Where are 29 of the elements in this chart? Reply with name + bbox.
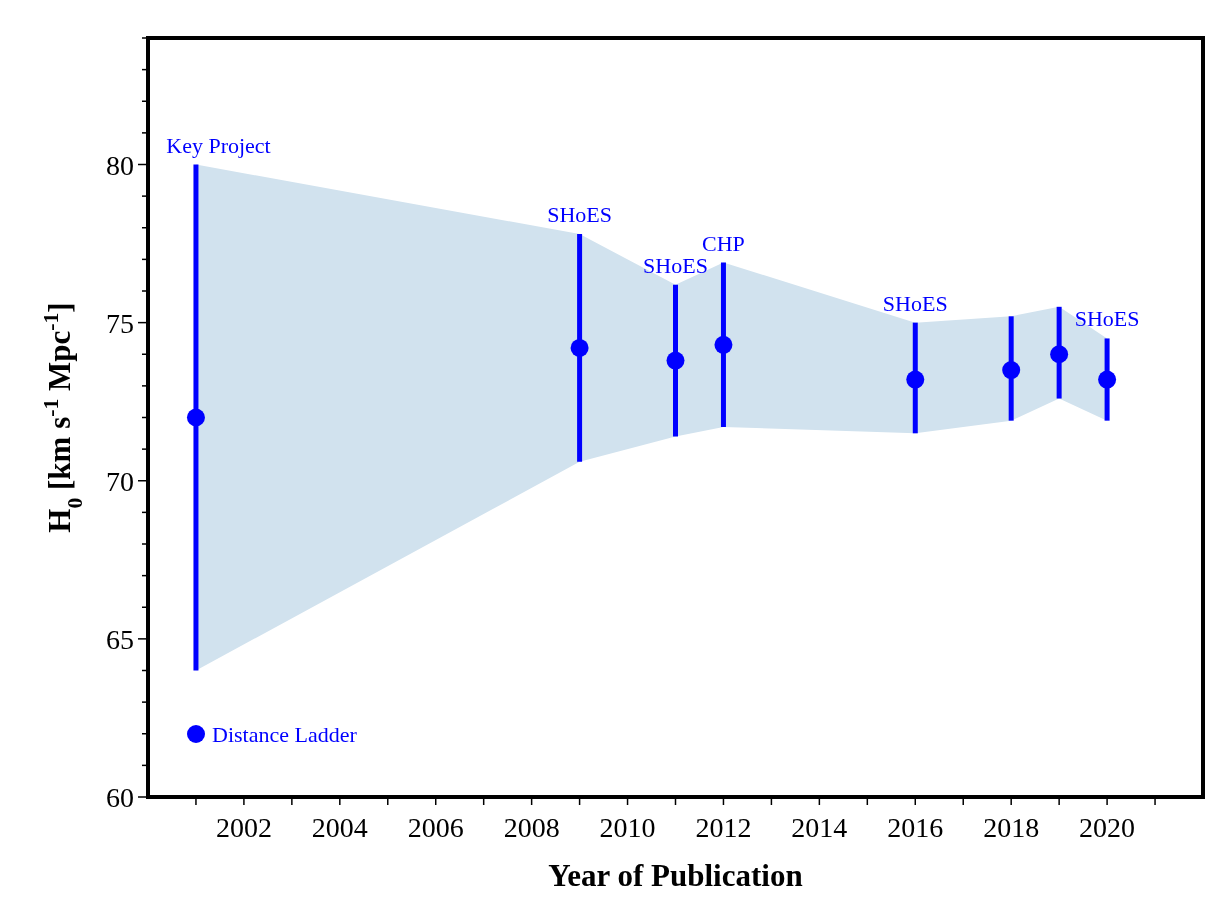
x-tick-label: 2012 <box>695 812 752 843</box>
legend-label: Distance Ladder <box>212 722 358 747</box>
x-tick-label: 2002 <box>215 812 272 843</box>
annotation: Key Project <box>166 132 271 158</box>
point <box>570 338 589 357</box>
point <box>666 351 685 370</box>
point <box>186 408 205 427</box>
x-axis-title: Year of Publication <box>548 858 803 893</box>
x-tick-label: 2014 <box>791 812 848 843</box>
point <box>1098 370 1117 389</box>
point <box>1002 361 1021 380</box>
annotation: SHoES <box>1074 306 1140 332</box>
point <box>906 370 925 389</box>
x-tick-label: 2018 <box>983 812 1040 843</box>
x-tick-label: 2004 <box>311 812 368 843</box>
x-tick-label: 2016 <box>887 812 944 843</box>
y-tick-label: 80 <box>106 149 134 181</box>
y-tick-label: 65 <box>106 623 134 655</box>
annotation: SHoES <box>547 202 612 228</box>
x-tick-label: 2008 <box>503 812 560 843</box>
x-tick-label: 2020 <box>1079 812 1136 843</box>
y-tick-label: 75 <box>106 307 134 339</box>
x-tick-label: 2006 <box>407 812 464 843</box>
y-tick-label: 60 <box>106 782 134 813</box>
point <box>1050 345 1069 364</box>
x-tick-label: 2010 <box>599 812 656 843</box>
point <box>714 335 733 354</box>
annotation: SHoES <box>882 290 948 316</box>
y-tick-label: 70 <box>106 465 134 497</box>
